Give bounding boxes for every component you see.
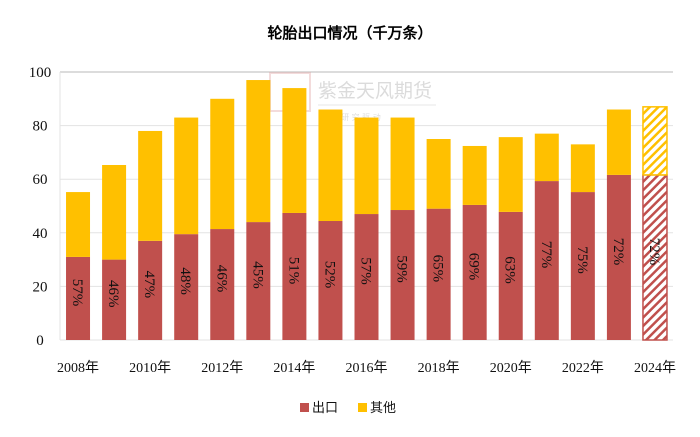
y-tick-label: 20	[33, 279, 48, 295]
bar-other-2022年	[570, 144, 595, 193]
data-label: 69%	[466, 253, 482, 281]
svg-text:紫金天风期货: 紫金天风期货	[318, 80, 432, 102]
svg-text:产 业 研 究 驱 动: 产 业 研 究 驱 动	[320, 112, 381, 122]
bar-export-2010年	[138, 240, 163, 340]
watermark-logo: 紫金天风期货 产 业 研 究 驱 动	[269, 72, 436, 122]
data-label: 75%	[574, 246, 590, 274]
bar-other-2021年	[534, 133, 559, 182]
bar-export-2017年	[390, 210, 415, 340]
bar-other-2018年	[426, 139, 451, 209]
x-tick-label: 2018年	[418, 360, 460, 376]
x-tick-label: 2012年	[201, 360, 243, 376]
x-tick-label: 2010年	[129, 360, 171, 376]
data-label: 77%	[538, 241, 554, 269]
x-tick-label: 2014年	[273, 360, 315, 376]
bar-other-2023年	[606, 109, 631, 175]
bar-other-2013年	[246, 80, 271, 223]
bar-other-2008年	[66, 192, 91, 257]
bar-other-2015年	[318, 109, 343, 222]
legend-item-other: 其他	[358, 401, 396, 416]
data-label: 57%	[69, 279, 85, 307]
bar-other-2017年	[390, 117, 415, 211]
bar-other-2016年	[354, 117, 379, 215]
bar-export-2016年	[354, 214, 379, 340]
bar-export-2018年	[426, 208, 451, 340]
data-label: 51%	[285, 257, 301, 285]
y-tick-label: 100	[29, 65, 52, 81]
x-tick-label: 2022年	[562, 360, 604, 376]
y-tick-label: 60	[33, 172, 48, 188]
data-label: 46%	[213, 265, 229, 293]
bar-export-2011年	[174, 234, 199, 340]
bars: 57% 46% 47% 48% 46% 45% 51% 52% 57% 59% 65% 69% 63% 7…	[66, 80, 668, 341]
y-tick-label: 40	[33, 226, 48, 242]
data-label: 72%	[610, 238, 626, 266]
legend-item-export: 出口	[300, 401, 338, 416]
x-tick-label: 2020年	[490, 360, 532, 376]
legend-swatch	[358, 403, 367, 412]
data-label: 46%	[105, 280, 121, 308]
bar-other-2020年	[498, 137, 523, 212]
y-tick-label: 0	[36, 333, 44, 349]
bar-other-2011年	[174, 117, 199, 235]
data-label: 45%	[249, 261, 265, 289]
bar-export-2009年	[102, 259, 127, 340]
x-tick-label: 2016年	[346, 360, 388, 376]
legend-swatch	[300, 403, 309, 412]
bar-export-2008年	[66, 256, 91, 340]
data-label: 59%	[394, 255, 410, 283]
data-label: 63%	[502, 256, 518, 284]
bar-other-2014年	[282, 88, 307, 213]
y-tick-label: 80	[33, 119, 48, 135]
data-label: 48%	[177, 267, 193, 295]
data-label: 47%	[141, 271, 157, 299]
x-axis: 2008年 2010年 2012年 2014年 2016年 2018年 2020年 2022年…	[57, 360, 676, 376]
legend-label: 出口	[312, 401, 338, 416]
bar-export-2019年	[462, 204, 487, 340]
bar-other-2010年	[138, 130, 163, 241]
bar-other-2024年	[642, 106, 668, 176]
data-label: 52%	[321, 261, 337, 289]
legend-label: 其他	[370, 401, 396, 416]
bar-export-2014年	[282, 212, 307, 340]
bar-export-2022年	[570, 192, 595, 340]
x-tick-label: 2008年	[57, 360, 99, 376]
bar-export-2015年	[318, 221, 343, 340]
bar-export-2021年	[534, 181, 559, 340]
bar-other-2012年	[210, 98, 235, 230]
bar-other-2009年	[102, 164, 127, 260]
bar-export-2013年	[246, 222, 271, 340]
legend: 出口 其他	[300, 401, 396, 416]
data-label: 65%	[430, 255, 446, 283]
y-axis: 0 20 40 60 80 100	[29, 65, 52, 349]
chart-title: 轮胎出口情况（千万条）	[267, 24, 432, 42]
data-label: 72%	[646, 238, 662, 266]
bar-export-2023年	[606, 174, 631, 340]
x-tick-label: 2024年	[634, 360, 676, 376]
data-label: 57%	[358, 257, 374, 285]
bar-other-2019年	[462, 145, 487, 205]
bar-export-2020年	[498, 211, 523, 340]
bar-export-2012年	[210, 229, 235, 340]
